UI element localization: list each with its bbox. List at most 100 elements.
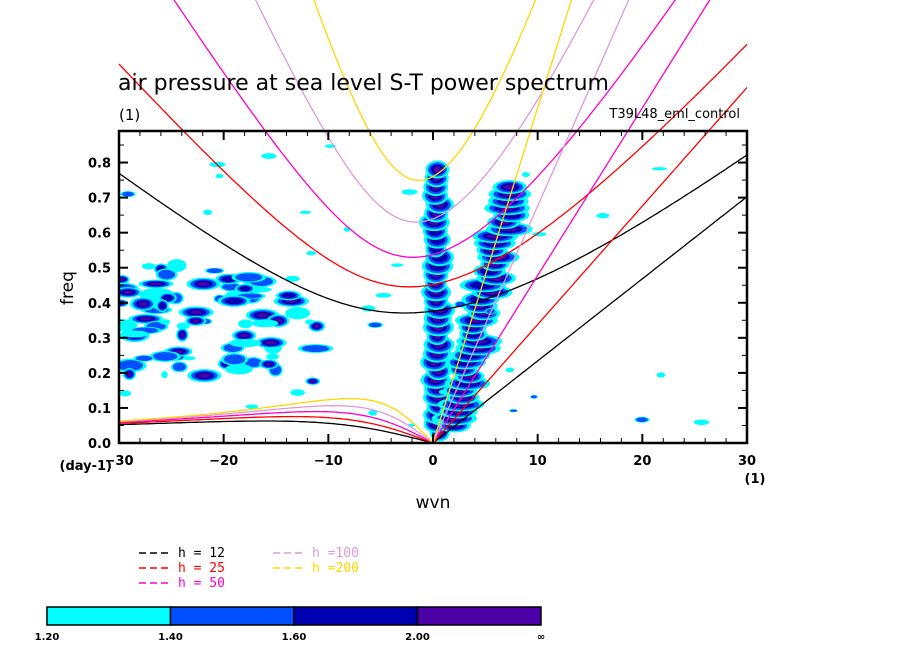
y-tick-label: 0.1: [88, 402, 111, 417]
power-contour: [521, 172, 530, 178]
x-tick-label: 30: [738, 454, 756, 469]
legend-label: h =200: [312, 561, 359, 576]
x-tick-label: 0: [428, 454, 437, 469]
power-contour: [433, 166, 442, 173]
kelvin-curve: [432, 0, 630, 444]
power-contour: [121, 330, 149, 338]
power-contour: [510, 409, 518, 412]
y-tick-label: 0.2: [88, 367, 111, 382]
power-contour: [265, 362, 273, 366]
y-axis: 0.0 0.1 0.2 0.3 0.4 0.5 0.6 0.7 0.8: [88, 144, 747, 452]
power-contour: [190, 310, 203, 315]
y-tick-label: 0.3: [88, 332, 111, 347]
power-contour: [182, 356, 196, 361]
chart-title: air pressure at sea level S-T power spec…: [118, 71, 609, 96]
power-contour: [122, 191, 134, 197]
power-contour: [240, 333, 249, 338]
legend-label: h = 50: [178, 576, 225, 591]
power-contour: [238, 319, 253, 329]
power-contour: [149, 282, 162, 286]
power-contour: [438, 389, 448, 395]
kelvin-curve: [432, 87, 748, 444]
power-contour: [135, 355, 153, 361]
power-contour: [239, 286, 251, 292]
power-contour: [223, 354, 246, 365]
power-contour: [301, 345, 330, 352]
power-contour: [119, 390, 132, 397]
colorbar-label: 1.20: [35, 632, 60, 643]
power-contour: [432, 418, 444, 425]
dispersion-curves: [118, 0, 748, 444]
title-units: (1): [119, 106, 140, 124]
inertia-gravity-curve: [173, 0, 677, 258]
power-contour: [161, 371, 168, 379]
y-tick-label: 0.4: [88, 297, 111, 312]
power-contour: [256, 313, 269, 318]
legend-label: h =100: [312, 546, 359, 561]
x-tick-label: −10: [314, 454, 343, 469]
power-contour: [138, 301, 148, 307]
y-tick-label: 0.6: [88, 227, 111, 242]
colorbar-swatch: [293, 606, 419, 626]
colorbar-swatch: [416, 606, 542, 626]
rossby-curve: [118, 405, 434, 444]
kelvin-curve: [432, 0, 711, 444]
power-contour: [251, 319, 279, 328]
power-contour: [159, 319, 171, 325]
power-contour: [141, 263, 156, 270]
power-contour: [281, 292, 296, 299]
x-tick-label: 10: [529, 454, 547, 469]
power-contour: [304, 319, 315, 325]
power-contour: [180, 332, 185, 338]
power-contour: [390, 263, 404, 267]
rossby-curve: [118, 397, 434, 444]
colorbar-label: 1.60: [282, 632, 307, 643]
power-contour: [235, 273, 263, 282]
power-contours: [119, 144, 710, 442]
power-contour: [596, 212, 610, 219]
legend-label: h = 25: [178, 561, 225, 576]
inertia-gravity-curve: [118, 43, 748, 288]
power-contour: [140, 317, 152, 321]
colorbar-label: 1.40: [158, 632, 183, 643]
power-contour: [119, 360, 144, 371]
kelvin-curve: [432, 0, 573, 444]
power-contour: [290, 389, 305, 396]
power-contour: [172, 362, 186, 372]
power-contour: [265, 340, 277, 345]
power-contour: [530, 395, 537, 399]
power-contour: [197, 281, 210, 287]
power-contour: [176, 322, 190, 330]
power-contour: [215, 173, 224, 179]
power-contour: [198, 373, 211, 378]
power-contour: [158, 302, 166, 310]
x-axis-label: wvn: [416, 493, 451, 513]
power-contour: [162, 294, 173, 302]
power-contour: [224, 297, 244, 305]
power-contour: [285, 275, 300, 282]
power-contour: [505, 367, 515, 373]
y-axis-label: freq: [58, 271, 78, 305]
y-tick-label: 0.0: [88, 437, 111, 452]
x-tick-label: −30: [105, 454, 134, 469]
run-label: T39L48_eml_control: [608, 107, 740, 122]
power-contour: [693, 419, 710, 426]
power-contour: [313, 324, 320, 329]
power-contour: [244, 358, 262, 368]
rossby-curve: [118, 420, 434, 444]
rossby-curve: [118, 410, 434, 444]
x-tick-label: −20: [209, 454, 238, 469]
y-axis-units: (day-1): [60, 459, 112, 474]
power-contour: [310, 379, 316, 383]
kelvin-curve: [432, 196, 748, 444]
inertia-gravity-curve: [313, 0, 537, 181]
colorbar-swatch: [169, 606, 295, 626]
colorbar-swatch: [46, 606, 172, 626]
legend-label: h = 12: [178, 546, 225, 561]
power-contour: [299, 210, 312, 214]
inertia-gravity-curve: [118, 154, 748, 314]
power-contour: [229, 338, 262, 348]
power-contour: [636, 417, 648, 423]
